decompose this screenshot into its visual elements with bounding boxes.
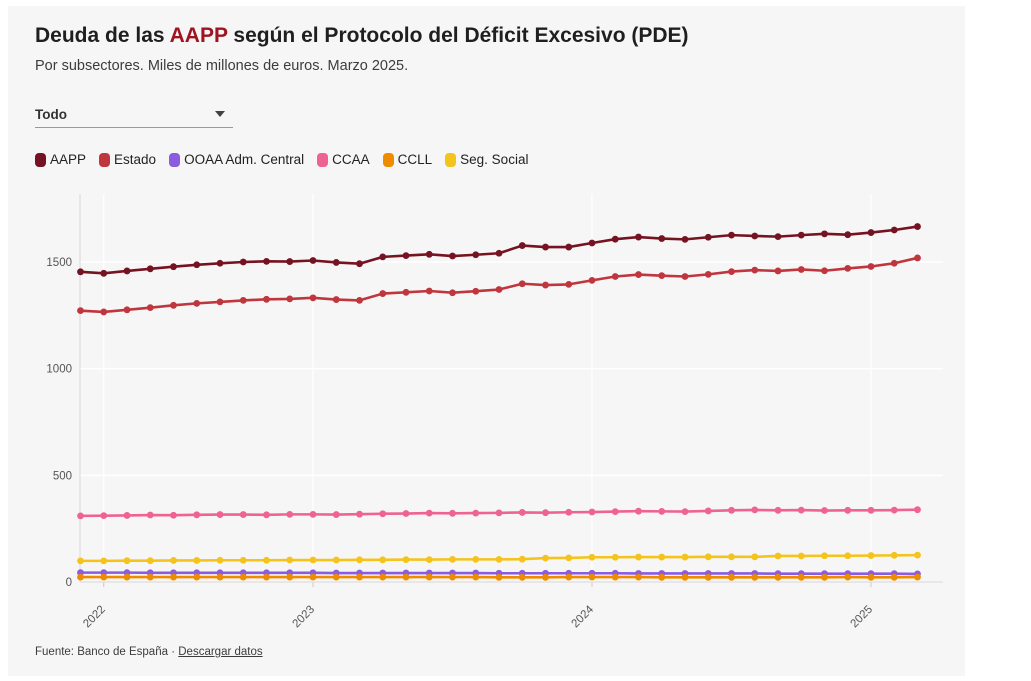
legend-item-ccll[interactable]: CCLL: [382, 152, 433, 167]
legend-item-estado[interactable]: Estado: [99, 152, 156, 167]
subsector-select[interactable]: Todo: [35, 101, 233, 128]
chart-footer: Fuente: Banco de España · Descargar dato…: [35, 646, 263, 658]
source-label: Fuente: Banco de España: [35, 646, 168, 658]
legend-item-seg-social[interactable]: Seg. Social: [445, 152, 528, 167]
legend-label: AAPP: [50, 152, 87, 167]
legend-item-aapp[interactable]: AAPP: [35, 152, 86, 167]
page-title: Deuda de las AAPP según el Protocolo del…: [35, 24, 689, 48]
legend-swatch-ooaa-adm-central: [169, 152, 181, 167]
title-prefix: Deuda de las: [35, 24, 170, 47]
subsector-select-value: Todo: [35, 106, 67, 122]
legend-label: CCLL: [397, 152, 433, 167]
legend-swatch-seg-social: [445, 152, 457, 167]
svg-text:2025: 2025: [849, 604, 876, 631]
svg-text:500: 500: [53, 470, 72, 482]
legend-swatch-estado: [99, 152, 111, 167]
title-accent: AAPP: [169, 24, 228, 47]
svg-text:2023: 2023: [291, 604, 318, 631]
legend-item-ooaa-adm-central[interactable]: OOAA Adm. Central: [169, 152, 304, 167]
legend-swatch-aapp: [35, 152, 46, 167]
legend-label: CCAA: [332, 152, 370, 167]
legend-label: OOAA Adm. Central: [184, 152, 305, 167]
footer-separator: ·: [171, 646, 176, 658]
svg-text:1000: 1000: [46, 364, 72, 376]
chevron-down-icon: [215, 111, 225, 117]
svg-text:1500: 1500: [46, 257, 72, 269]
line-chart[interactable]: 0 500 1000 1500 2022 2023 2024 2025: [8, 6, 965, 636]
chart-card: Deuda de las AAPP según el Protocolo del…: [8, 6, 965, 676]
svg-text:2024: 2024: [570, 603, 597, 630]
legend-swatch-ccll: [382, 152, 394, 167]
legend-swatch-ccaa: [317, 152, 329, 167]
chart-legend: AAPP Estado OOAA Adm. Central CCAA CCLL Seg. …: [35, 152, 528, 167]
legend-item-ccaa[interactable]: CCAA: [317, 152, 370, 167]
download-data-link[interactable]: Descargar datos: [178, 646, 263, 658]
legend-label: Seg. Social: [460, 152, 529, 167]
svg-text:0: 0: [66, 577, 72, 589]
svg-text:2022: 2022: [81, 604, 108, 631]
chart-subtitle: Por subsectores. Miles de millones de eu…: [35, 58, 409, 74]
legend-label: Estado: [114, 152, 157, 167]
title-suffix: según el Protocolo del Déficit Excesivo …: [227, 24, 689, 47]
